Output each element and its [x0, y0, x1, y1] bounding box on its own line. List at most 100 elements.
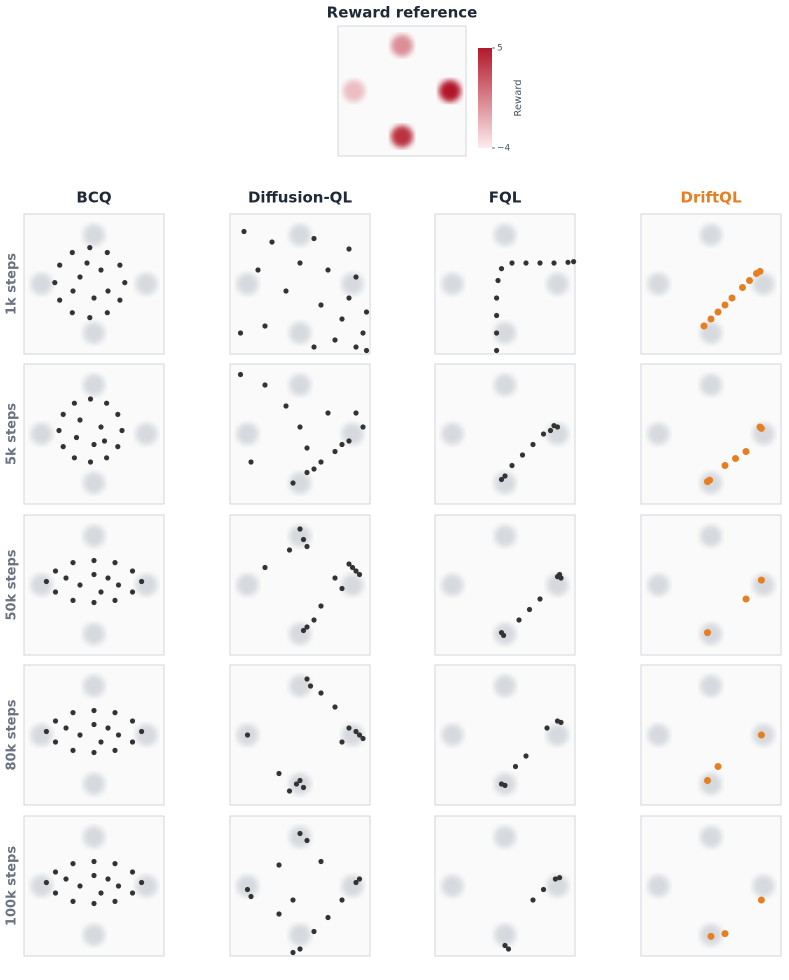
point [502, 782, 508, 789]
dataset-cluster [236, 574, 259, 596]
point [318, 603, 324, 609]
dataset-cluster [83, 374, 105, 396]
dataset-cluster [341, 574, 364, 596]
point [105, 876, 111, 882]
point [129, 718, 136, 724]
dataset-cluster [289, 826, 311, 848]
point [290, 949, 296, 956]
point [43, 728, 50, 735]
point [509, 462, 515, 469]
point [70, 288, 76, 294]
point [739, 284, 746, 291]
dataset-cluster [494, 322, 516, 344]
point [87, 315, 93, 321]
dataset-cluster [83, 623, 105, 645]
point [115, 732, 122, 738]
point [115, 411, 121, 417]
point [704, 629, 711, 637]
point [104, 249, 110, 256]
point [91, 721, 97, 728]
point [241, 228, 247, 235]
dataset-cluster [289, 525, 311, 547]
point [297, 777, 303, 784]
point [98, 589, 104, 595]
dataset-cluster [135, 875, 158, 897]
colorbar-tick-label: 5 [497, 44, 503, 54]
dataset-cluster [30, 875, 53, 897]
dataset-cluster [700, 374, 722, 396]
point [87, 459, 94, 465]
point [91, 749, 97, 756]
point [63, 725, 69, 731]
row-label: 5k steps [5, 403, 20, 465]
point [339, 441, 345, 448]
dataset-cluster [494, 924, 516, 946]
point [360, 424, 366, 430]
point [276, 862, 282, 868]
point [69, 249, 75, 256]
point [129, 739, 136, 745]
point [69, 310, 75, 316]
point [721, 462, 729, 469]
dataset-cluster [647, 724, 670, 746]
point [304, 469, 310, 476]
point [349, 564, 356, 571]
point [502, 473, 508, 479]
column-header: BCQ [76, 189, 111, 207]
point [60, 444, 66, 450]
point [311, 466, 317, 472]
point [757, 424, 765, 432]
point [360, 735, 366, 742]
reward-mode [343, 80, 365, 102]
point [300, 627, 307, 634]
point [505, 946, 512, 952]
point [700, 322, 708, 330]
point [502, 942, 508, 949]
point [353, 410, 359, 416]
point [98, 267, 104, 273]
point [537, 596, 543, 602]
dataset-cluster [494, 224, 516, 246]
point [540, 431, 547, 437]
dataset-cluster [546, 724, 569, 746]
point [494, 330, 500, 336]
dataset-cluster [289, 224, 311, 246]
point [501, 632, 507, 639]
point [57, 262, 63, 268]
dataset-cluster [83, 826, 105, 848]
dataset-cluster [236, 273, 259, 295]
point [293, 781, 300, 787]
point [129, 568, 136, 574]
column-header: Diffusion-QL [248, 189, 352, 207]
point [360, 330, 366, 336]
reference-title: Reward reference [327, 4, 478, 22]
point [101, 438, 108, 444]
point [707, 932, 715, 940]
point [139, 728, 145, 735]
point [112, 747, 118, 754]
point [52, 589, 59, 595]
point [70, 597, 76, 604]
dataset-cluster [236, 423, 259, 445]
point [52, 739, 59, 745]
dataset-cluster [647, 273, 670, 295]
point [339, 316, 345, 322]
point [297, 946, 303, 952]
point [91, 557, 97, 564]
dataset-cluster [700, 826, 722, 848]
point [104, 400, 110, 406]
dataset-cluster [289, 924, 311, 946]
dataset-cluster [700, 623, 722, 645]
point [52, 869, 59, 875]
point [339, 739, 345, 745]
point [87, 245, 93, 251]
column-header: FQL [489, 189, 522, 207]
dataset-cluster [441, 724, 464, 746]
point [119, 427, 125, 434]
point [71, 400, 77, 406]
point [122, 280, 128, 286]
point [707, 315, 715, 323]
point [356, 571, 363, 578]
point [91, 295, 97, 301]
point [714, 763, 722, 770]
